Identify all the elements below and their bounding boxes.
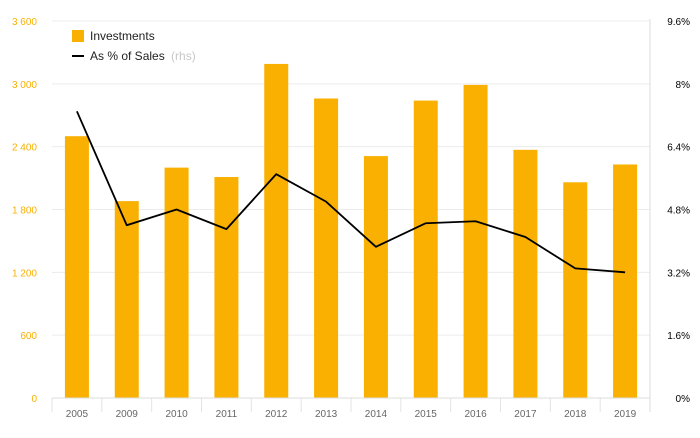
y-right-tick-label: 1.6% [667,331,690,342]
y-left-tick-label: 0 [31,394,37,405]
x-tick-label: 2012 [265,409,288,420]
line-series [76,110,626,274]
bar [563,182,588,398]
x-tick-label: 2005 [66,409,89,420]
bar [413,100,438,398]
x-tick-label: 2018 [564,409,587,420]
legend: Investments As % of Sales (rhs) [72,29,196,63]
y-right-tick-label: 3.2% [667,268,690,279]
x-tick-label: 2017 [514,409,537,420]
bar [214,177,239,398]
bar [64,136,89,398]
bar [463,84,488,398]
x-tick-label: 2014 [365,409,388,420]
x-tick-label: 2009 [116,409,139,420]
bar-series [64,63,638,399]
y-left-tick-label: 3 600 [12,17,37,28]
x-tick-label: 2019 [614,409,637,420]
legend-label-investments: Investments [90,29,155,43]
bar [363,156,388,398]
legend-swatch-investments [72,30,84,42]
legend-label-sales-pct-name: As % of Sales [90,49,165,63]
bar [613,164,638,398]
x-tick-label: 2010 [165,409,188,420]
y-left-tick-label: 1 200 [12,268,37,279]
legend-label-sales-pct: As % of Sales (rhs) [90,49,196,63]
y-right-tick-label: 9.6% [667,17,690,28]
y-right-tick-label: 8% [676,80,691,91]
x-tick-label: 2015 [415,409,438,420]
x-tick-label: 2013 [315,409,338,420]
legend-label-sales-pct-suffix: (rhs) [171,49,196,63]
bar [314,98,339,398]
bar [513,149,538,398]
x-tick-label: 2016 [464,409,487,420]
axes: 0 600 1 200 1 800 2 400 3 000 3 600 0% 1.6% 3.2% 4… [12,17,690,420]
y-right-tick-label: 6.4% [667,143,690,154]
y-left-tick-label: 2 400 [12,143,37,154]
bar [164,167,189,398]
bar [114,201,139,398]
y-left-tick-label: 3 000 [12,80,37,91]
y-right-tick-label: 0% [676,394,691,405]
grid [52,20,650,336]
series-line-sales-pct [76,110,626,274]
bar [264,63,289,399]
y-right-tick-label: 4.8% [667,206,690,217]
y-left-tick-label: 600 [20,331,37,342]
y-left-tick-label: 1 800 [12,206,37,217]
x-tick-label: 2011 [216,409,238,420]
